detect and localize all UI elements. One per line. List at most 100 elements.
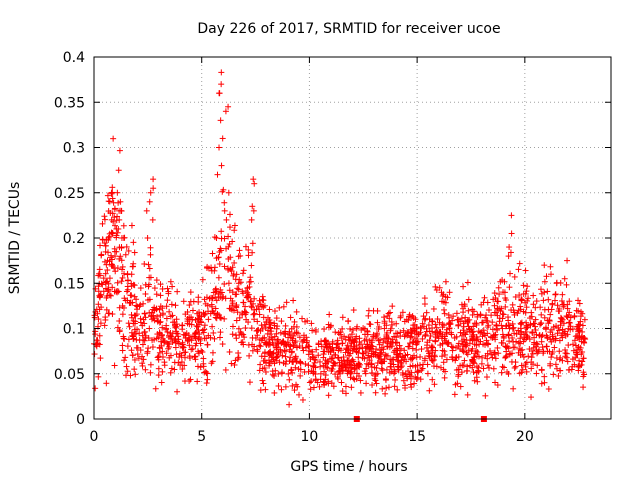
data-point	[455, 371, 462, 378]
data-point	[124, 271, 131, 278]
data-point	[322, 360, 329, 367]
data-point	[469, 311, 476, 318]
data-point	[245, 246, 252, 253]
data-point	[117, 253, 124, 260]
data-point	[141, 310, 148, 317]
data-point	[106, 198, 113, 205]
data-point	[409, 339, 416, 346]
data-point	[299, 396, 306, 403]
data-point	[538, 311, 545, 318]
data-point	[294, 383, 301, 390]
data-point	[530, 301, 537, 308]
data-point	[372, 372, 379, 379]
data-point	[464, 279, 471, 286]
data-point	[460, 283, 467, 290]
data-point	[109, 184, 116, 191]
data-point	[188, 314, 195, 321]
data-point	[286, 346, 293, 353]
data-point	[393, 339, 400, 346]
data-point	[116, 147, 123, 154]
data-point	[283, 299, 290, 306]
data-point	[96, 332, 103, 339]
data-point	[369, 370, 376, 377]
data-point	[239, 270, 246, 277]
data-point	[437, 342, 444, 349]
data-point	[510, 344, 517, 351]
data-point	[369, 381, 376, 388]
data-point	[384, 343, 391, 350]
y-tick-labels: 0 0.05 0.1 0.15 0.2 0.25 0.3 0.35 0.4	[54, 50, 85, 428]
data-point	[538, 290, 545, 297]
data-point	[538, 380, 545, 387]
data-point	[231, 222, 238, 229]
data-point	[109, 195, 116, 202]
data-point	[374, 319, 381, 326]
data-point	[310, 354, 317, 361]
data-point	[292, 354, 299, 361]
data-point	[151, 336, 158, 343]
data-point	[528, 394, 535, 401]
data-point	[221, 207, 228, 214]
data-point	[152, 385, 159, 392]
data-point	[355, 361, 362, 368]
data-point	[105, 208, 112, 215]
data-point	[349, 347, 356, 354]
data-point	[465, 296, 472, 303]
data-point	[299, 315, 306, 322]
data-point	[502, 295, 509, 302]
data-point	[282, 341, 289, 348]
data-point	[472, 350, 479, 357]
data-point	[150, 176, 157, 183]
data-point	[119, 347, 126, 354]
data-point	[506, 338, 513, 345]
data-point	[264, 330, 271, 337]
data-point	[249, 341, 256, 348]
data-point	[268, 334, 275, 341]
data-point	[372, 333, 379, 340]
data-point	[144, 348, 151, 355]
data-point	[432, 347, 439, 354]
data-point	[157, 281, 164, 288]
data-point	[96, 266, 103, 273]
data-point	[221, 315, 228, 322]
data-point	[302, 360, 309, 367]
data-point	[325, 392, 332, 399]
data-point	[329, 338, 336, 345]
data-point	[490, 365, 497, 372]
data-point	[448, 343, 455, 350]
data-point	[441, 335, 448, 342]
data-point	[400, 354, 407, 361]
data-point	[566, 298, 573, 305]
data-point	[260, 380, 267, 387]
data-point	[128, 311, 135, 318]
data-point	[334, 354, 341, 361]
data-point	[375, 325, 382, 332]
data-point	[471, 377, 478, 384]
data-point	[111, 362, 118, 369]
data-point	[248, 325, 255, 332]
data-point	[226, 305, 233, 312]
data-point	[204, 370, 211, 377]
data-point	[156, 345, 163, 352]
data-point	[141, 329, 148, 336]
data-point	[124, 286, 131, 293]
data-point	[381, 325, 388, 332]
data-point	[348, 384, 355, 391]
data-point	[103, 306, 110, 313]
data-point	[336, 367, 343, 374]
data-point	[507, 350, 514, 357]
data-point	[517, 329, 524, 336]
data-point	[389, 356, 396, 363]
x-tick-label: 0	[90, 429, 99, 445]
data-point	[528, 309, 535, 316]
data-point	[453, 344, 460, 351]
data-point	[363, 365, 370, 372]
data-point	[429, 376, 436, 383]
data-point	[419, 320, 426, 327]
data-point	[566, 366, 573, 373]
data-point	[394, 330, 401, 337]
data-point	[470, 356, 477, 363]
data-point	[314, 379, 321, 386]
data-point	[498, 322, 505, 329]
data-point	[399, 369, 406, 376]
